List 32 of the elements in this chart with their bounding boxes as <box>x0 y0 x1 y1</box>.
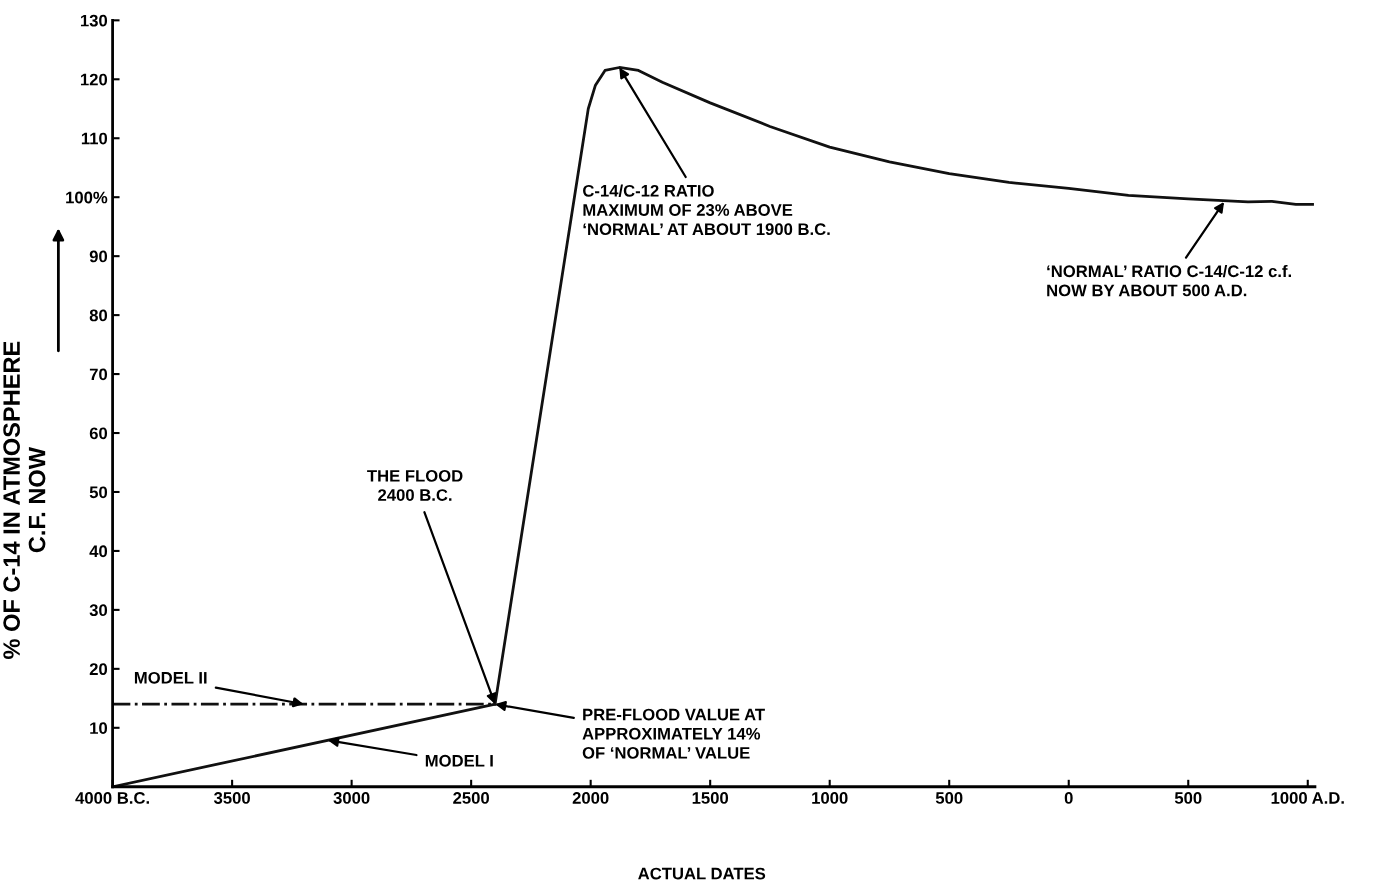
y-tick-label: 100% <box>66 191 108 204</box>
x-tick-label: 0 <box>1064 792 1073 804</box>
annotation: MODEL II <box>134 671 207 684</box>
y-axis-title: % OF C-14 IN ATMOSPHERE C.F. NOW <box>3 341 46 659</box>
y-tick-label: 10 <box>90 722 108 735</box>
annotation: ‘NORMAL’ RATIO C-14/C-12 c.f. NOW BY ABOUT 500 A.D. <box>1047 264 1291 297</box>
y-tick-label: 90 <box>89 250 108 263</box>
y-tick-label: 60 <box>89 427 108 440</box>
x-tick-label: 3000 <box>333 792 370 804</box>
y-tick-label: 80 <box>89 309 108 322</box>
y-tick-label: 30 <box>89 604 108 617</box>
annotation: THE FLOOD 2400 B.C. <box>367 469 463 501</box>
x-tick-label: 3500 <box>213 792 250 804</box>
x-tick-label: 1000 <box>812 792 848 804</box>
x-tick-label: 2000 <box>572 792 609 804</box>
x-tick-label: 1000 A.D. <box>1271 792 1344 804</box>
x-tick-label: 500 <box>1174 792 1202 804</box>
x-tick-label: 2500 <box>453 792 489 804</box>
y-tick-label: 110 <box>81 132 108 145</box>
y-tick-label: 40 <box>89 545 108 558</box>
annotation: PRE-FLOOD VALUE AT APPROXIMATELY 14% OF ‘NORMAL’ VALUE <box>582 708 765 759</box>
x-tick-label: 500 <box>935 792 963 804</box>
annotation: MODEL I <box>425 754 493 767</box>
y-tick-label: 20 <box>89 663 108 676</box>
x-tick-label: 4000 B.C. <box>75 792 149 804</box>
y-tick-label: 70 <box>89 368 108 381</box>
y-tick-label: 50 <box>89 486 108 499</box>
annotation: C-14/C-12 RATIO MAXIMUM OF 23% ABOVE ‘NORMAL’ AT ABOUT 1900 B.C. <box>583 184 830 236</box>
x-axis-title: ACTUAL DATES <box>638 867 766 880</box>
y-tick-label: 120 <box>80 73 108 86</box>
x-tick-label: 1500 <box>692 792 729 804</box>
y-tick-label: 130 <box>80 14 108 27</box>
